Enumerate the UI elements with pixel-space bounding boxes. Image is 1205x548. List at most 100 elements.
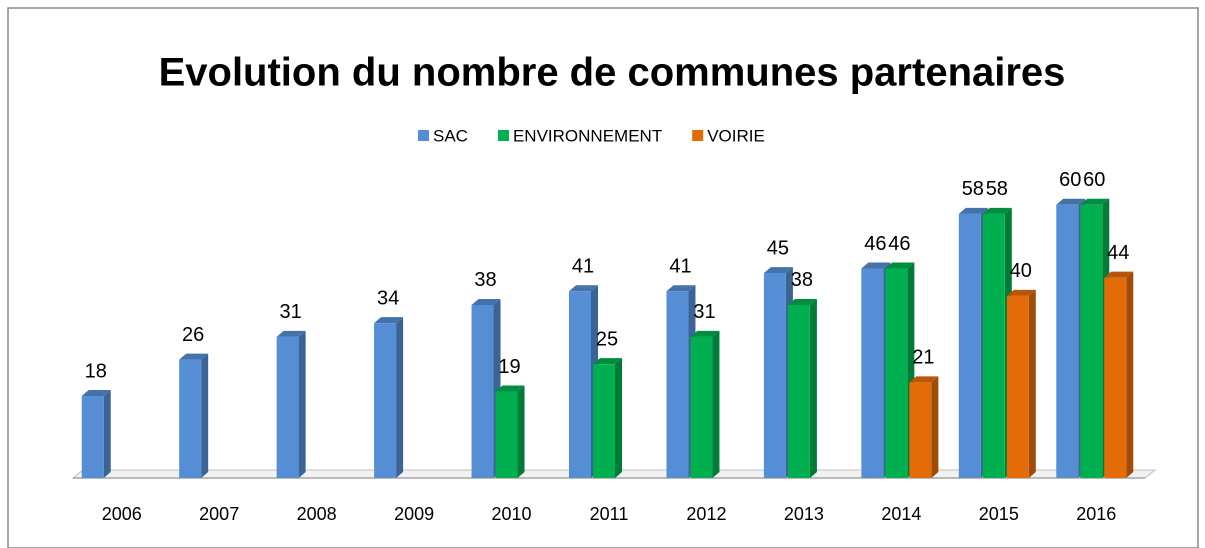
x-tick-label: 2012 bbox=[686, 504, 726, 524]
bar-front bbox=[569, 291, 591, 478]
bar-front bbox=[179, 359, 202, 478]
chart-title: Evolution du nombre de communes partenai… bbox=[159, 51, 1066, 95]
bar bbox=[787, 298, 817, 478]
legend-label: SAC bbox=[433, 126, 468, 145]
bar-front bbox=[909, 382, 932, 478]
bar-side bbox=[931, 376, 939, 478]
bar-front bbox=[958, 213, 981, 478]
value-label: 34 bbox=[377, 287, 399, 309]
bar bbox=[495, 385, 525, 478]
bar-top bbox=[495, 385, 525, 392]
bar-top bbox=[593, 358, 622, 365]
bar-side bbox=[103, 390, 111, 478]
legend-swatch bbox=[497, 130, 509, 141]
bar-top bbox=[787, 298, 817, 305]
value-label: 25 bbox=[596, 328, 618, 350]
bar-top bbox=[179, 353, 209, 360]
value-label: 19 bbox=[498, 356, 520, 378]
bar-top bbox=[958, 207, 988, 214]
bar-top bbox=[471, 298, 501, 305]
bar-front bbox=[690, 336, 713, 478]
bar-side bbox=[1126, 271, 1134, 478]
bar-top bbox=[1080, 198, 1110, 205]
x-tick-label: 2015 bbox=[979, 504, 1019, 524]
bar-front bbox=[885, 268, 908, 478]
bar-front bbox=[787, 304, 810, 478]
legend-label: VOIRIE bbox=[707, 126, 765, 145]
value-label: 18 bbox=[85, 360, 107, 382]
value-label: 40 bbox=[1010, 260, 1032, 282]
value-label: 31 bbox=[280, 301, 302, 323]
bar-front bbox=[471, 304, 494, 478]
bar-side bbox=[298, 330, 306, 478]
bar-side bbox=[1028, 289, 1036, 478]
value-label: 41 bbox=[572, 256, 594, 278]
bar-top bbox=[1056, 198, 1086, 205]
x-tick-label: 2016 bbox=[1076, 504, 1116, 524]
bar-top bbox=[374, 317, 404, 324]
value-label: 38 bbox=[791, 269, 813, 291]
bar bbox=[909, 376, 939, 478]
bar bbox=[1006, 289, 1036, 478]
x-tick-label: 2007 bbox=[199, 504, 239, 524]
x-tick-label: 2006 bbox=[102, 504, 142, 524]
value-label: 60 bbox=[1059, 169, 1081, 191]
legend: SAC ENVIRONNEMENT VOIRIE bbox=[418, 126, 765, 145]
value-label: 58 bbox=[962, 178, 984, 200]
bar-top bbox=[569, 285, 598, 292]
bar-front bbox=[81, 396, 104, 478]
value-label: 60 bbox=[1083, 169, 1105, 191]
value-label: 21 bbox=[912, 347, 934, 369]
bar-top bbox=[1104, 271, 1134, 278]
x-tick-label: 2008 bbox=[297, 504, 337, 524]
bar-front bbox=[593, 364, 615, 478]
bar-front bbox=[763, 273, 786, 478]
bar bbox=[179, 353, 209, 478]
x-tick-label: 2014 bbox=[881, 504, 921, 524]
value-label: 44 bbox=[1107, 242, 1129, 264]
value-label: 31 bbox=[693, 301, 715, 323]
value-label: 58 bbox=[986, 178, 1008, 200]
bar-front bbox=[495, 391, 518, 478]
bar-top bbox=[982, 207, 1012, 214]
bar bbox=[1104, 271, 1134, 478]
bar-top bbox=[861, 262, 891, 269]
bar-front bbox=[1104, 277, 1127, 478]
bar-front bbox=[861, 268, 884, 478]
value-label: 26 bbox=[182, 324, 204, 346]
bar-side bbox=[712, 330, 720, 478]
bar-side bbox=[809, 298, 817, 478]
value-label: 41 bbox=[669, 256, 691, 278]
value-label: 46 bbox=[864, 233, 886, 255]
bar bbox=[81, 390, 111, 478]
bar-top bbox=[666, 285, 696, 292]
bar bbox=[593, 358, 622, 478]
bar-top bbox=[690, 330, 720, 337]
bar-front bbox=[1056, 204, 1079, 478]
x-tick-label: 2010 bbox=[492, 504, 532, 524]
bar-side bbox=[396, 317, 404, 478]
bar-front bbox=[374, 323, 397, 478]
bar-top bbox=[885, 262, 915, 269]
bar bbox=[374, 317, 404, 478]
legend-swatch bbox=[692, 130, 704, 141]
bar-front bbox=[666, 291, 689, 478]
bar-side bbox=[517, 385, 525, 478]
legend-swatch bbox=[418, 130, 429, 141]
legend-label: ENVIRONNEMENT bbox=[513, 126, 662, 145]
bar-side bbox=[201, 353, 209, 478]
value-label: 46 bbox=[888, 233, 910, 255]
bar-front bbox=[1006, 295, 1029, 478]
x-tick-label: 2009 bbox=[394, 504, 434, 524]
bar-top bbox=[909, 376, 939, 383]
bar-side bbox=[615, 358, 622, 478]
bar bbox=[690, 330, 720, 478]
bar-front bbox=[1080, 204, 1103, 478]
bar-front bbox=[276, 336, 299, 478]
x-tick-label: 2011 bbox=[590, 504, 629, 524]
value-label: 45 bbox=[767, 237, 789, 259]
x-tick-label: 2013 bbox=[784, 504, 824, 524]
bar-top bbox=[1006, 289, 1036, 296]
bar-top bbox=[276, 330, 306, 337]
